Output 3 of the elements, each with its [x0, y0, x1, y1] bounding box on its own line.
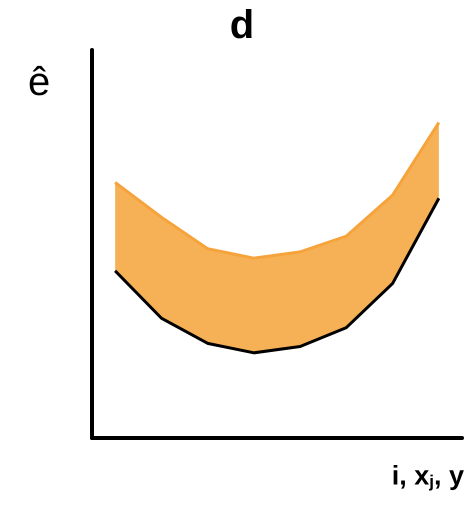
y-axis-title: ê [28, 60, 50, 104]
x-axis-title: i, xj, y [392, 460, 464, 491]
chart-title: d [230, 3, 254, 47]
